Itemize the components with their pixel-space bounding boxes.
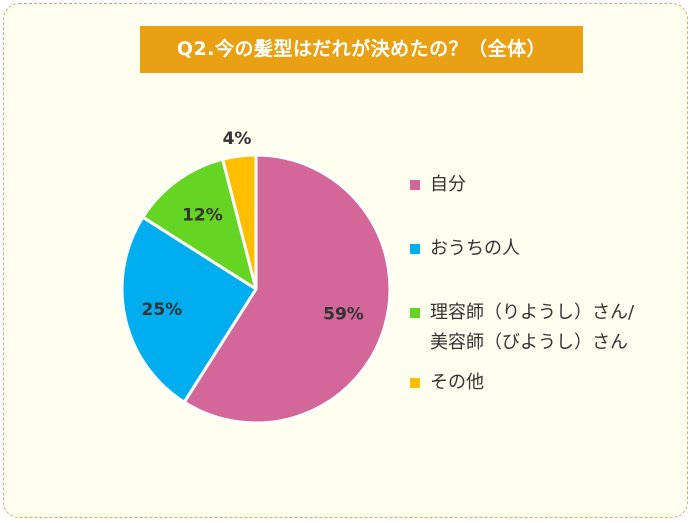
data-label: 59% (323, 304, 364, 324)
legend-label: 理容師（りようし）さん/ 美容師（びようし）さん (430, 302, 635, 353)
legend-label: おうちの人 (430, 238, 520, 259)
legend-swatch (410, 378, 420, 388)
pie-slice (141, 157, 258, 291)
data-label: 4% (223, 129, 252, 149)
legend-swatch (410, 180, 420, 190)
legend-swatch (410, 244, 420, 254)
legend-item: その他 (410, 368, 484, 398)
chart-title: Q2.今の髪型はだれが決めたの？（全体） (140, 26, 583, 73)
legend-item: 理容師（りようし）さん/ 美容師（びようし）さん (410, 298, 634, 358)
legend-item: おうちの人 (410, 234, 520, 264)
legend-swatch (410, 308, 420, 318)
pie-slice (182, 153, 392, 425)
data-label: 25% (141, 300, 182, 320)
pie-slice (120, 215, 258, 404)
legend-item: 自分 (410, 170, 466, 200)
legend-label: その他 (430, 372, 484, 393)
data-label: 12% (182, 205, 223, 225)
pie-slice (221, 153, 258, 291)
legend-label: 自分 (430, 174, 466, 195)
